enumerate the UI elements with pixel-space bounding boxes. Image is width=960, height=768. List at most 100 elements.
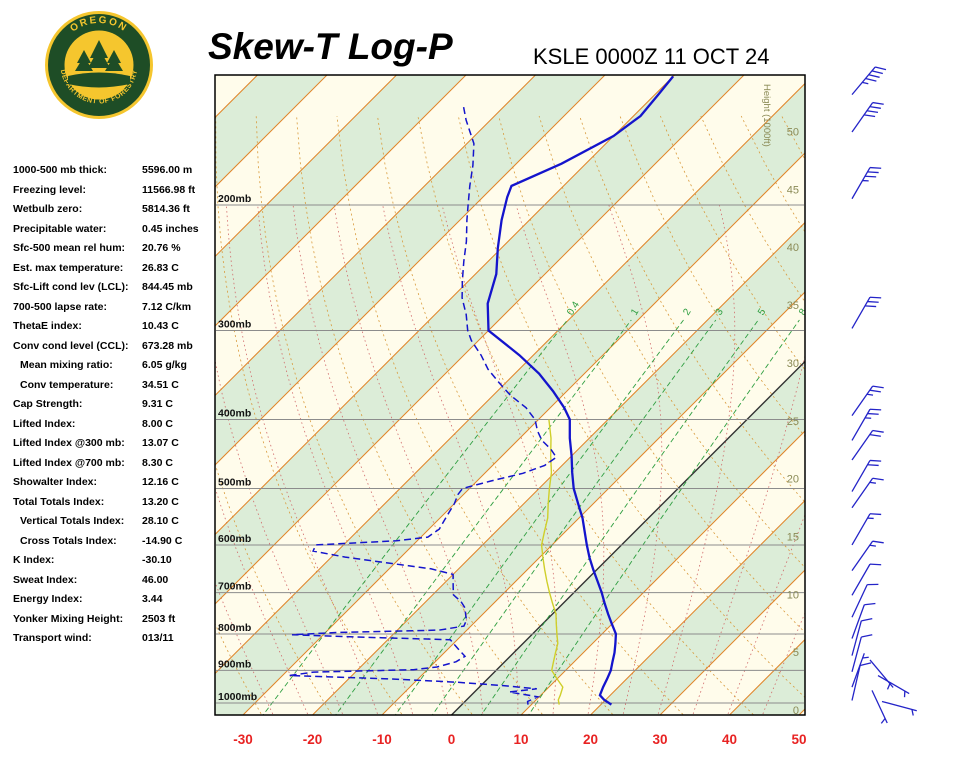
height-label: 35 bbox=[787, 300, 799, 312]
moist-adiabat bbox=[333, 204, 484, 715]
index-row: Sfc-500 mean rel hum: 20.76 % bbox=[13, 239, 215, 259]
pressure-label: 1000mb bbox=[218, 691, 257, 703]
plot-area: 0.4 1 2 3 5 8 bbox=[0, 75, 960, 718]
index-value: 46.00 bbox=[142, 573, 169, 586]
index-value: 673.28 mb bbox=[142, 339, 193, 352]
index-row: Cap Strength: 9.31 C bbox=[13, 395, 215, 415]
wind-barb bbox=[877, 674, 910, 698]
isotherm bbox=[215, 75, 467, 327]
index-row: Sweat Index: 46.00 bbox=[13, 571, 215, 591]
index-value: -14.90 C bbox=[142, 534, 183, 547]
wind-barb bbox=[851, 408, 882, 441]
pressure-label: 800mb bbox=[218, 622, 251, 634]
index-label: Total Totals Index: bbox=[13, 495, 105, 508]
index-label: Conv temperature: bbox=[20, 378, 114, 391]
isotherm bbox=[520, 430, 805, 715]
height-label: 25 bbox=[787, 416, 799, 428]
wind-barb bbox=[851, 296, 882, 329]
isotherm bbox=[215, 75, 606, 466]
index-value: 13.07 C bbox=[142, 437, 179, 449]
wind-barb bbox=[851, 66, 887, 96]
wind-barb bbox=[851, 563, 882, 596]
isotherm bbox=[215, 75, 328, 188]
isotherm bbox=[659, 569, 805, 715]
page-title: Skew-T Log-P bbox=[208, 26, 453, 67]
index-row: Freezing level: 11566.98 ft bbox=[13, 181, 215, 201]
dry-adiabat bbox=[863, 116, 960, 718]
index-row: Total Totals Index: 13.20 C bbox=[13, 493, 215, 513]
skew-band bbox=[0, 75, 188, 715]
moist-adiabat bbox=[441, 204, 558, 715]
index-row: Lifted Index @700 mb: 8.30 C bbox=[13, 454, 215, 474]
index-label: Cap Strength: bbox=[13, 398, 83, 410]
wind-barb bbox=[851, 617, 873, 656]
temp-axis-label: 10 bbox=[513, 732, 528, 747]
mixing-ratio-label: 1 bbox=[629, 307, 642, 318]
pressure-label: 500mb bbox=[218, 477, 251, 489]
index-row: Vertical Totals Index: 28.10 C bbox=[13, 512, 215, 532]
index-label: K Index: bbox=[13, 554, 55, 566]
index-row: Wetbulb zero: 5814.36 ft bbox=[13, 200, 215, 220]
dry-adiabat bbox=[85, 116, 194, 718]
isotherm bbox=[215, 75, 397, 258]
index-value: 34.51 C bbox=[142, 378, 179, 391]
index-label: Sfc-Lift cond lev (LCL): bbox=[13, 281, 129, 293]
height-label: 40 bbox=[787, 242, 799, 254]
index-row: Conv cond level (CCL): 673.28 mb bbox=[13, 337, 215, 357]
temp-axis-label: -20 bbox=[303, 732, 323, 747]
index-value: 12.16 C bbox=[142, 476, 179, 488]
isotherm bbox=[215, 75, 745, 605]
index-value: -30.10 bbox=[142, 554, 172, 566]
pressure-label: 600mb bbox=[218, 533, 251, 545]
index-label: Precipitable water: bbox=[13, 222, 107, 235]
wind-barb bbox=[851, 583, 879, 618]
index-label: Sfc-500 mean rel hum: bbox=[13, 242, 126, 254]
temp-axis-label: 40 bbox=[722, 732, 737, 747]
index-label: Vertical Totals Index: bbox=[20, 515, 125, 527]
dry-adiabat bbox=[781, 115, 805, 161]
mixing-ratio-line bbox=[480, 319, 759, 715]
pressure-label: 700mb bbox=[218, 581, 251, 593]
isotherm bbox=[590, 499, 805, 715]
plot-frame bbox=[214, 74, 806, 716]
height-label: 30 bbox=[787, 358, 799, 370]
index-row: Sfc-Lift cond lev (LCL): 844.45 mb bbox=[13, 278, 215, 298]
index-label: Sweat Index: bbox=[13, 573, 78, 586]
pressure-label: 900mb bbox=[218, 658, 251, 670]
height-label: 20 bbox=[787, 474, 799, 486]
index-value: 3.44 bbox=[142, 593, 163, 605]
moist-adiabat bbox=[657, 204, 736, 715]
index-label: Transport wind: bbox=[13, 632, 92, 644]
station-datetime: KSLE 0000Z 11 OCT 24 bbox=[533, 44, 770, 69]
wind-barb bbox=[851, 429, 884, 461]
height-label: 45 bbox=[787, 184, 799, 196]
index-label: Mean mixing ratio: bbox=[20, 359, 113, 371]
index-value: 20.76 % bbox=[142, 242, 181, 254]
height-label: 0 bbox=[793, 705, 799, 717]
index-label: Showalter Index: bbox=[13, 476, 98, 488]
wind-barb bbox=[851, 602, 876, 639]
index-value: 10.43 C bbox=[142, 320, 179, 332]
wind-barb bbox=[851, 540, 884, 572]
index-label: 1000-500 mb thick: bbox=[13, 164, 107, 176]
isotherm bbox=[215, 75, 675, 536]
isotherm bbox=[215, 82, 805, 675]
temp-axis-label: -10 bbox=[372, 732, 392, 747]
isotherm bbox=[0, 75, 49, 715]
moist-adiabat bbox=[727, 513, 805, 715]
index-label: Cross Totals Index: bbox=[20, 534, 117, 547]
index-row: Precipitable water: 0.45 inches bbox=[13, 220, 215, 240]
moist-adiabat bbox=[292, 204, 449, 715]
index-row: Transport wind: 013/11 bbox=[13, 629, 215, 649]
index-value: 5596.00 m bbox=[142, 164, 193, 176]
pressure-label: 400mb bbox=[218, 407, 251, 419]
dry-adiabat bbox=[822, 116, 960, 718]
index-value: 8.00 C bbox=[142, 417, 173, 430]
wind-barb bbox=[851, 513, 882, 546]
index-row: Mean mixing ratio: 6.05 g/kg bbox=[13, 356, 215, 376]
height-label: 10 bbox=[787, 589, 799, 601]
index-value: 9.31 C bbox=[142, 398, 173, 410]
skew-band bbox=[215, 83, 805, 715]
wind-barb bbox=[851, 459, 882, 492]
mixing-ratio-label: 3 bbox=[714, 307, 727, 318]
